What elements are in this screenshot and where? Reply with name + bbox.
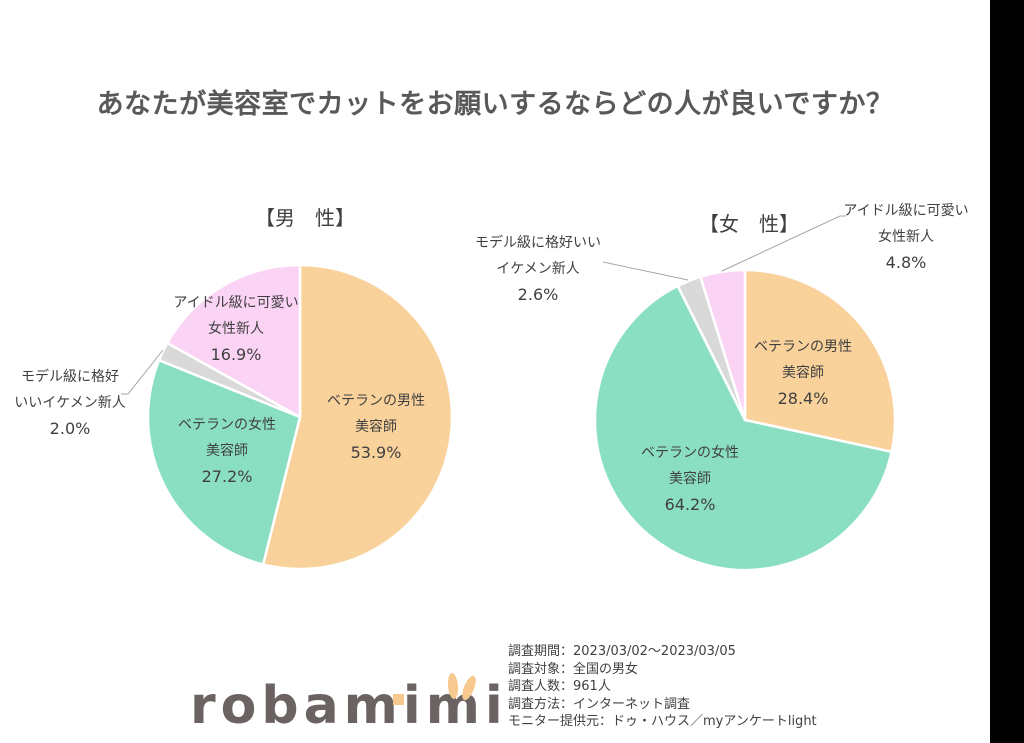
slice-veteran-female [146, 358, 302, 566]
data-label-female-veteran-male: ベテランの男性 美容師 28.4% [754, 334, 852, 412]
label-line: 美容師 [355, 419, 397, 435]
pie-chart-female [593, 268, 897, 572]
chart-title-female: 【女 性】 [699, 212, 799, 236]
label-line: 美容師 [782, 365, 824, 381]
leader-line-female-model [602, 261, 689, 281]
label-line: ベテランの男性 [754, 339, 852, 355]
page-title: あなたが美容室でカットをお願いするならどの人が良いですか？ [96, 89, 894, 120]
slice-idol-class [166, 263, 302, 419]
right-edge-bar [990, 0, 1024, 743]
data-label-male-veteran-male: ベテランの男性 美容師 53.9% [327, 388, 425, 466]
label-line: アイドル級に可愛い [843, 203, 969, 219]
survey-period: 調査期間：2023/03/02～2023/03/05 [508, 644, 736, 659]
slice-veteran-female [593, 284, 893, 572]
label-line: モデル級に格好いい [475, 235, 601, 251]
label-line: モデル級に格好 [21, 369, 119, 385]
leader-line-male-model [121, 349, 164, 395]
survey-respondents: 調査人数：961人 [508, 679, 611, 694]
survey-method: 調査方法：インターネット調査 [508, 696, 691, 712]
data-label-male-model: モデル級に格好 いいイケメン新人 2.0% [14, 364, 126, 442]
label-percent: 4.8% [885, 253, 927, 272]
label-line: ベテランの女性 [641, 445, 739, 461]
chart-title-male: 【男 性】 [255, 206, 355, 230]
label-percent: 27.2% [201, 467, 253, 486]
label-percent: 2.6% [517, 285, 559, 304]
label-line: ベテランの女性 [178, 417, 276, 433]
survey-provider: モニター提供元：ドゥ・ハウス／myアンケートlight [508, 714, 817, 729]
leader-line-female-idol [721, 215, 846, 272]
pie-chart-male [146, 263, 454, 571]
label-line: ベテランの男性 [327, 393, 425, 409]
data-label-female-idol: アイドル級に可愛い 女性新人 4.8% [843, 198, 968, 276]
data-label-female-model: モデル級に格好いい イケメン新人 2.6% [475, 230, 601, 308]
label-line: アイドル級に可愛い [173, 295, 299, 311]
label-percent: 53.9% [350, 443, 402, 462]
label-percent: 28.4% [777, 389, 829, 408]
label-percent: 16.9% [210, 345, 262, 364]
survey-target: 調査対象：全国の男女 [508, 661, 639, 677]
charts-canvas [121, 215, 897, 572]
data-label-female-veteran-female: ベテランの女性 美容師 64.2% [641, 440, 739, 518]
data-label-male-idol: アイドル級に可愛い 女性新人 16.9% [173, 290, 298, 368]
label-line: イケメン新人 [496, 261, 580, 277]
label-line: 女性新人 [878, 229, 934, 245]
label-line: 美容師 [669, 471, 711, 487]
slice-veteran-male [743, 268, 897, 454]
data-label-male-veteran-female: ベテランの女性 美容師 27.2% [178, 412, 276, 490]
bunny-ears-icon [447, 673, 476, 701]
slice-idol-class [699, 268, 747, 422]
survey-info: 調査期間：2023/03/02～2023/03/05 調査対象：全国の男女 調査… [508, 643, 817, 731]
label-line: いいイケメン新人 [14, 395, 126, 411]
label-line: 美容師 [206, 443, 248, 459]
slice-veteran-male [261, 263, 454, 571]
label-percent: 2.0% [49, 419, 91, 438]
logo-i-dot [393, 694, 404, 705]
label-percent: 64.2% [664, 495, 716, 514]
label-line: 女性新人 [208, 321, 264, 337]
